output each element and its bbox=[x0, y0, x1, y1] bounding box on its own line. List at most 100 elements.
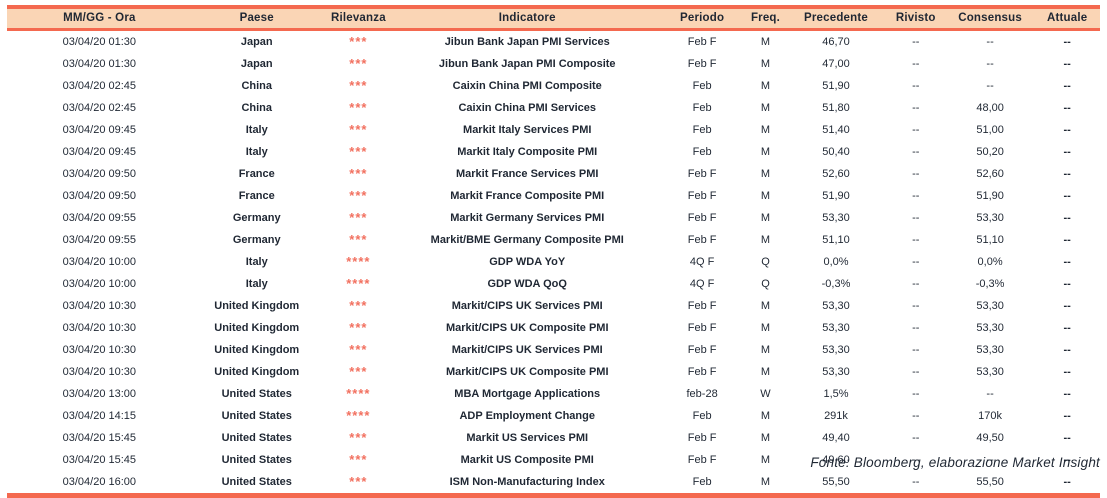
cell-freq: M bbox=[760, 476, 771, 488]
cell-freq: M bbox=[760, 212, 771, 224]
cell-indicator: Markit Germany Services PMI bbox=[450, 212, 605, 224]
table-row: 03/04/20 02:45 China *** Caixin China PMI S… bbox=[7, 97, 1100, 119]
cell-indicator: Jibun Bank Japan PMI Composite bbox=[438, 58, 616, 70]
cell-actual: -- bbox=[1063, 124, 1071, 136]
cell-country: Germany bbox=[232, 212, 281, 224]
cell-country: France bbox=[238, 168, 275, 180]
cell-previous: 0,0% bbox=[823, 256, 849, 268]
cell-datetime: 03/04/20 10:30 bbox=[62, 322, 137, 334]
column-header-country: Paese bbox=[191, 7, 322, 31]
cell-indicator: GDP WDA YoY bbox=[489, 256, 566, 268]
cell-indicator: GDP WDA QoQ bbox=[487, 278, 567, 290]
table-row: 03/04/20 14:15 United States **** ADP Emplo… bbox=[7, 405, 1100, 427]
cell-freq: M bbox=[760, 190, 771, 202]
cell-revised: -- bbox=[912, 58, 920, 70]
cell-country: China bbox=[241, 102, 273, 114]
cell-freq: M bbox=[760, 300, 771, 312]
cell-revised: -- bbox=[912, 124, 920, 136]
cell-revised: -- bbox=[912, 432, 920, 444]
table-row: 03/04/20 15:45 United States *** Markit US … bbox=[7, 427, 1100, 449]
cell-datetime: 03/04/20 09:55 bbox=[62, 234, 137, 246]
cell-indicator: Caixin China PMI Composite bbox=[452, 80, 602, 92]
cell-freq: M bbox=[760, 36, 771, 48]
cell-freq: W bbox=[760, 388, 771, 400]
cell-datetime: 03/04/20 10:30 bbox=[62, 344, 137, 356]
cell-country: Germany bbox=[232, 234, 281, 246]
cell-actual: -- bbox=[1063, 432, 1071, 444]
cell-period: Feb F bbox=[687, 58, 717, 70]
table-row: 03/04/20 13:00 United States **** MBA Mortg… bbox=[7, 383, 1100, 405]
table-row: 03/04/20 10:00 Italy **** GDP WDA YoY 4Q F Q 0… bbox=[7, 251, 1100, 273]
cell-revised: -- bbox=[912, 102, 920, 114]
cell-indicator: Markit/CIPS UK Services PMI bbox=[451, 300, 603, 312]
cell-actual: -- bbox=[1063, 278, 1071, 290]
column-header-period: Periodo bbox=[659, 7, 745, 31]
cell-previous: 46,70 bbox=[822, 36, 850, 48]
cell-indicator: ADP Employment Change bbox=[459, 410, 595, 422]
cell-previous: 51,40 bbox=[822, 124, 850, 136]
cell-previous: 53,30 bbox=[822, 212, 850, 224]
cell-period: Feb bbox=[692, 410, 712, 422]
cell-relevance: *** bbox=[349, 320, 368, 335]
cell-country: Italy bbox=[245, 124, 268, 136]
cell-period: Feb F bbox=[687, 322, 717, 334]
cell-revised: -- bbox=[912, 212, 920, 224]
cell-revised: -- bbox=[912, 366, 920, 378]
cell-consensus: 53,30 bbox=[976, 344, 1004, 356]
cell-period: Feb F bbox=[687, 432, 717, 444]
cell-period: Feb F bbox=[687, 454, 717, 466]
cell-consensus: 53,30 bbox=[976, 322, 1004, 334]
cell-revised: -- bbox=[912, 388, 920, 400]
cell-previous: 51,10 bbox=[822, 234, 850, 246]
cell-revised: -- bbox=[912, 476, 920, 488]
cell-consensus: 53,30 bbox=[976, 212, 1004, 224]
cell-consensus: -- bbox=[986, 454, 994, 466]
cell-period: feb-28 bbox=[686, 388, 718, 400]
cell-relevance: *** bbox=[349, 166, 368, 181]
cell-consensus: -- bbox=[986, 36, 994, 48]
cell-period: 4Q F bbox=[689, 278, 715, 290]
cell-revised: -- bbox=[912, 278, 920, 290]
cell-relevance: **** bbox=[346, 254, 371, 269]
cell-datetime: 03/04/20 16:00 bbox=[62, 476, 137, 488]
cell-indicator: ISM Non-Manufacturing Index bbox=[449, 476, 605, 488]
cell-previous: 51,80 bbox=[822, 102, 850, 114]
cell-actual: -- bbox=[1063, 102, 1071, 114]
cell-period: Feb bbox=[692, 102, 712, 114]
cell-relevance: *** bbox=[349, 100, 368, 115]
table-row: 03/04/20 10:30 United Kingdom *** Markit/CI… bbox=[7, 317, 1100, 339]
table-row: 03/04/20 10:00 Italy **** GDP WDA QoQ 4Q F Q -… bbox=[7, 273, 1100, 295]
economic-calendar-table: MM/GG - Ora Paese Rilevanza Indicatore Perio… bbox=[7, 5, 1100, 498]
cell-actual: -- bbox=[1063, 300, 1071, 312]
table-row: 03/04/20 02:45 China *** Caixin China PMI C… bbox=[7, 75, 1100, 97]
cell-actual: -- bbox=[1063, 212, 1071, 224]
column-header-indicator: Indicatore bbox=[394, 7, 660, 31]
cell-relevance: **** bbox=[346, 276, 371, 291]
cell-period: Feb F bbox=[687, 366, 717, 378]
cell-freq: M bbox=[760, 168, 771, 180]
cell-previous: 49,40 bbox=[822, 432, 850, 444]
cell-country: United States bbox=[221, 476, 292, 488]
cell-freq: M bbox=[760, 454, 771, 466]
cell-country: United States bbox=[221, 454, 292, 466]
cell-revised: -- bbox=[912, 190, 920, 202]
table-row: 03/04/20 15:45 United States *** Markit US … bbox=[7, 449, 1100, 471]
table-row: 03/04/20 01:30 Japan *** Jibun Bank Japan P… bbox=[7, 53, 1100, 75]
cell-consensus: 48,00 bbox=[976, 102, 1004, 114]
cell-relevance: *** bbox=[349, 232, 368, 247]
table-row: 03/04/20 01:30 Japan *** Jibun Bank Japan P… bbox=[7, 30, 1100, 54]
cell-country: United Kingdom bbox=[214, 366, 300, 378]
cell-country: Japan bbox=[240, 36, 273, 48]
table-row: 03/04/20 10:30 United Kingdom *** Markit/CI… bbox=[7, 295, 1100, 317]
cell-consensus: 0,0% bbox=[977, 256, 1003, 268]
cell-relevance: *** bbox=[349, 210, 368, 225]
cell-datetime: 03/04/20 15:45 bbox=[62, 454, 137, 466]
cell-freq: M bbox=[760, 344, 771, 356]
table-row: 03/04/20 09:45 Italy *** Markit Italy Compo… bbox=[7, 141, 1100, 163]
cell-consensus: 50,20 bbox=[976, 146, 1004, 158]
cell-actual: -- bbox=[1063, 410, 1071, 422]
cell-actual: -- bbox=[1063, 476, 1071, 488]
cell-freq: M bbox=[760, 366, 771, 378]
cell-period: Feb bbox=[692, 476, 712, 488]
cell-relevance: *** bbox=[349, 144, 368, 159]
